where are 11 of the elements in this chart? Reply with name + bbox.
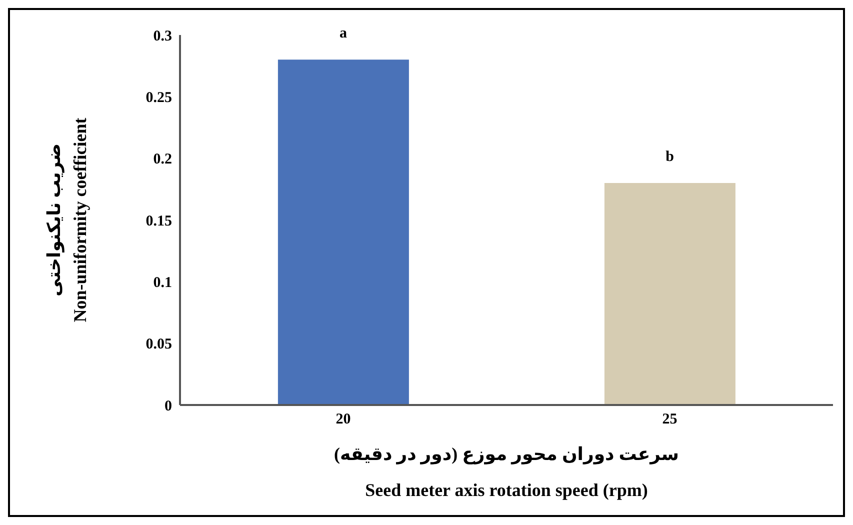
x-tick-label: 20 (336, 412, 351, 428)
y-tick-label: 0 (164, 398, 172, 414)
annotation: b (666, 149, 674, 165)
y-tick-label: 0.2 (153, 152, 172, 168)
x-tick-label: 25 (662, 412, 678, 428)
y-tick-label: 0.15 (146, 213, 172, 230)
annotation: a (340, 26, 348, 42)
y-tick-label: 0.1 (153, 274, 172, 291)
y-tick-label: 0.05 (146, 336, 172, 353)
y-tick-label: 0.25 (146, 90, 172, 106)
y-tick-label: 0.3 (153, 28, 172, 44)
